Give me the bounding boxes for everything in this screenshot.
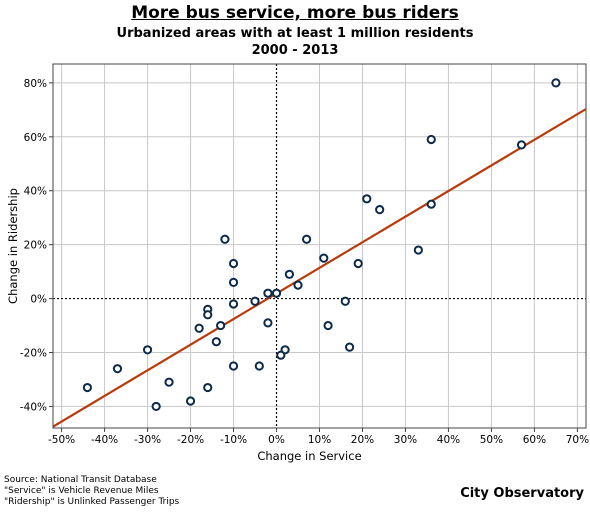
data-point <box>362 194 372 204</box>
data-point <box>426 199 436 209</box>
trend-line <box>53 108 586 428</box>
data-point <box>164 377 174 387</box>
y-tick-label: 60% <box>24 132 47 144</box>
data-point <box>426 134 436 145</box>
y-tick-label: 0% <box>30 294 47 306</box>
data-point <box>516 140 527 150</box>
x-tick-label: 60% <box>523 434 546 446</box>
data-point <box>302 234 312 244</box>
data-point <box>151 401 161 412</box>
data-point <box>203 310 213 320</box>
data-point <box>216 320 226 331</box>
data-point <box>263 288 273 298</box>
data-point <box>228 258 239 269</box>
data-point <box>551 78 561 88</box>
x-tick-label: -20% <box>177 434 204 446</box>
data-point <box>293 280 303 290</box>
x-tick-label: -10% <box>220 434 247 446</box>
data-point <box>263 318 273 328</box>
x-tick-label: -40% <box>91 434 118 446</box>
data-point <box>319 253 329 263</box>
data-point <box>228 361 239 371</box>
x-tick-label: 30% <box>394 434 417 446</box>
y-tick-label: 20% <box>24 240 47 252</box>
x-tick-label: -50% <box>48 434 75 446</box>
x-tick-label: 10% <box>308 434 331 446</box>
data-point <box>228 277 239 287</box>
x-axis-label: Change in Service <box>257 449 361 463</box>
data-point <box>271 288 282 298</box>
data-point <box>276 350 286 360</box>
y-tick-label: 40% <box>24 186 47 198</box>
data-point <box>254 361 264 371</box>
y-tick-label: -20% <box>20 348 47 360</box>
source-note: Source: National Transit Database "Servi… <box>4 475 179 508</box>
chart-subtitle: Urbanized areas with at least 1 million … <box>116 26 474 41</box>
brand-logo-text: City Observatory <box>460 486 584 501</box>
y-axis-label: Change in Ridership <box>6 188 20 304</box>
chart-period: 2000 - 2013 <box>251 43 339 58</box>
data-point <box>203 382 213 393</box>
x-tick-label: 20% <box>351 434 374 446</box>
x-tick-label: 70% <box>566 434 589 446</box>
data-point <box>375 205 385 215</box>
x-tick-label: -30% <box>134 434 161 446</box>
source-line: Source: National Transit Database <box>4 475 157 485</box>
data-point <box>250 296 260 306</box>
data-point <box>194 323 204 333</box>
data-point <box>340 296 350 306</box>
data-point <box>142 345 153 355</box>
chart-title: More bus service, more bus riders <box>131 3 459 23</box>
data-point <box>353 258 363 269</box>
data-point <box>82 382 92 393</box>
y-tick-label: -40% <box>20 401 47 413</box>
ridership-definition: "Ridership" is Unlinked Passenger Trips <box>4 497 180 507</box>
data-point <box>112 364 123 374</box>
data-point <box>185 396 196 406</box>
data-point <box>220 234 230 244</box>
data-point <box>228 299 239 309</box>
scatter-chart: -50% -40% -30% -20% -10% 0% 10% 20% 30% 40% 50% 60%… <box>6 63 589 463</box>
data-point <box>211 337 221 347</box>
x-tick-label: 40% <box>437 434 460 446</box>
x-tick-label: 50% <box>480 434 503 446</box>
service-definition: "Service" is Vehicle Revenue Miles <box>4 486 159 496</box>
y-tick-label: 80% <box>24 78 47 90</box>
data-point <box>344 342 355 352</box>
data-point <box>323 320 333 331</box>
data-point <box>413 245 423 255</box>
data-point <box>284 269 295 279</box>
x-tick-label: 0% <box>268 434 285 446</box>
